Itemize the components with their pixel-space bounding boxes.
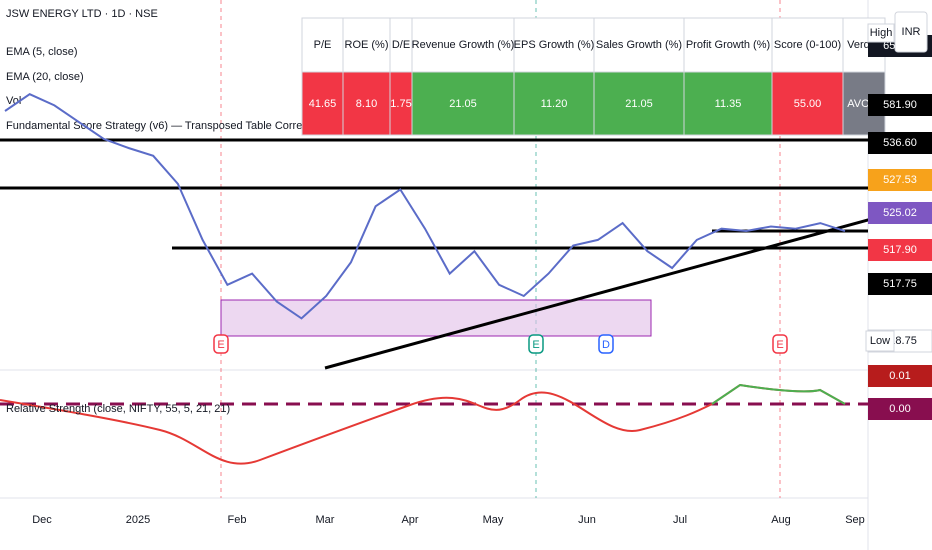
marker (528, 334, 544, 354)
table-value-cell (342, 71, 391, 136)
x-tick-label: Aug (771, 514, 791, 526)
legend-item: EMA (20, close) (6, 71, 84, 83)
price-label-bg (868, 239, 932, 261)
table-value-cell (301, 71, 344, 136)
currency: INR (902, 26, 921, 38)
x-tick-label: Jul (673, 514, 687, 526)
marker-label: E (776, 339, 783, 351)
table-header: D/E (392, 39, 410, 51)
table-value: 21.05 (625, 98, 653, 110)
table-value-cell (593, 71, 685, 136)
table-value: 21.05 (449, 98, 477, 110)
table-header: EPS Growth (%) (514, 39, 595, 51)
price-label-bg (868, 169, 932, 191)
symbol: JSW ENERGY LTD · 1D · NSE (6, 8, 158, 20)
low-label: Low (870, 335, 890, 347)
marker-label: E (532, 339, 539, 351)
price-label: 0.00 (889, 403, 910, 415)
table-header-cell (593, 17, 685, 73)
table-header: Score (0-100) (774, 39, 841, 51)
marker (213, 334, 229, 354)
marker-label: E (217, 339, 224, 351)
price-label: 517.75 (883, 278, 917, 290)
table-header: Sales Growth (%) (596, 39, 682, 51)
price-label-bg (868, 202, 932, 224)
x-tick-label: 2025 (126, 514, 150, 526)
x-tick-label: Apr (401, 514, 418, 526)
legend-item: EMA (5, close) (6, 46, 78, 58)
price-label-bg (868, 132, 932, 154)
table-value: 1.75 (390, 98, 411, 110)
x-tick-label: Jun (578, 514, 596, 526)
x-tick-label: Sep (845, 514, 865, 526)
table-header-cell (301, 17, 344, 73)
table-value: 11.35 (715, 98, 742, 110)
table-header: ROE (%) (345, 39, 389, 51)
price-label-bg (868, 94, 932, 116)
price-label: 525.02 (883, 207, 917, 219)
table-value-cell (513, 71, 595, 136)
table-value: 55.00 (794, 98, 822, 110)
price-label: 581.90 (883, 99, 917, 111)
currency-box (894, 11, 928, 53)
legend-item: Vol (6, 95, 21, 107)
x-tick-label: May (483, 514, 504, 526)
table-value: 11.20 (541, 98, 568, 110)
range-box (220, 299, 652, 337)
table-header: Profit Growth (%) (686, 39, 770, 51)
table-value: 41.65 (309, 98, 337, 110)
table-header: Revenue Growth (%) (412, 39, 515, 51)
fundamentals-table: P/E 41.65 ROE (%) 8.10 D/E 1.75 Revenue Growth… (301, 17, 886, 136)
marker (772, 334, 788, 354)
marker-label: D (602, 339, 610, 351)
high-tag (867, 23, 895, 43)
rs-line (711, 383, 846, 405)
x-tick-label: Dec (32, 514, 52, 526)
price-label: 536.60 (883, 137, 917, 149)
table-header-cell (411, 17, 515, 73)
price-label-bg (868, 398, 932, 420)
table-header: P/E (314, 39, 332, 51)
rs-line (0, 383, 846, 465)
table-value-cell (771, 71, 844, 136)
marker (598, 334, 614, 354)
price-line (4, 93, 846, 320)
low-tag (865, 330, 895, 352)
legend-item: Relative Strength (close, NIFTY, 55, 5, … (6, 403, 230, 415)
price-label: 527.53 (883, 174, 917, 186)
price-label-bg (868, 365, 932, 387)
table-value: 8.10 (356, 98, 377, 110)
price-label: 517.90 (883, 244, 917, 256)
price-label-bg (868, 273, 932, 295)
high-label: High (870, 27, 893, 39)
price-label: 0.01 (889, 370, 910, 382)
table-value-cell (411, 71, 515, 136)
x-tick-label: Mar (316, 514, 335, 526)
trend-line (324, 212, 891, 370)
x-tick-label: Feb (228, 514, 247, 526)
